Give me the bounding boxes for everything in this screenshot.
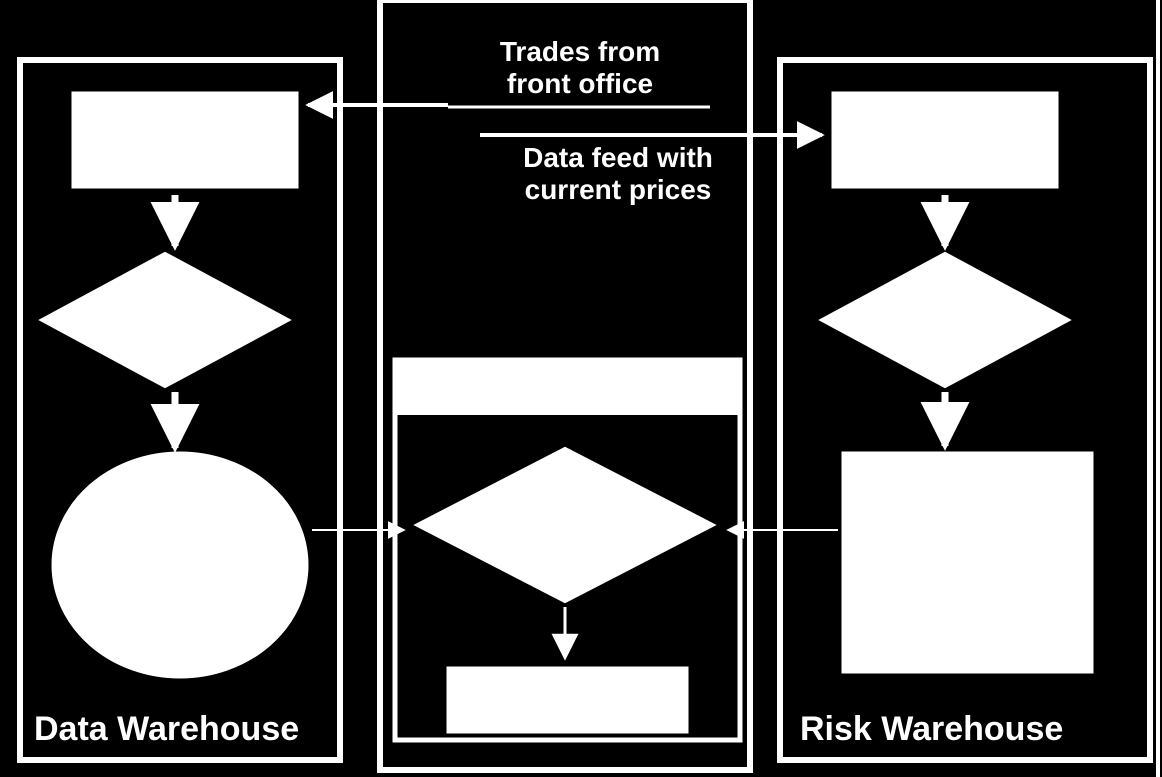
left-rect [70, 90, 300, 190]
annotation-trades-line1: Trades from [500, 36, 660, 67]
panel-title-left: Data Warehouse [34, 710, 299, 749]
panel-title-right: Risk Warehouse [800, 710, 1063, 749]
mid-band [395, 360, 740, 415]
annotation-datafeed-line2: current prices [525, 174, 712, 205]
right-block [840, 450, 1095, 675]
annotation-trades: Trades from front office [450, 36, 710, 100]
left-diamond [35, 250, 295, 390]
annotation-datafeed-line1: Data feed with [523, 142, 713, 173]
annotation-trades-line2: front office [507, 68, 653, 99]
diagram-svg [0, 0, 1162, 777]
annotation-datafeed: Data feed with current prices [478, 142, 758, 206]
diagram-stage: Trades from front office Data feed with … [0, 0, 1162, 777]
right-diamond [815, 250, 1075, 390]
right-rect [830, 90, 1060, 190]
left-ellipse [50, 450, 310, 680]
mid-rect-bot [445, 665, 690, 735]
